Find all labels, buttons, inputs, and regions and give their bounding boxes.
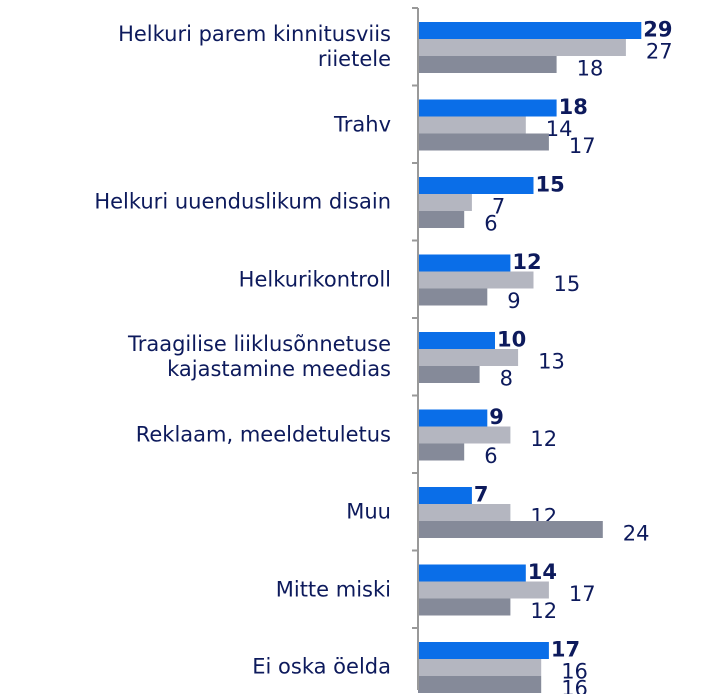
value-label: 16 (561, 677, 588, 694)
bar (418, 409, 488, 427)
category-label: Muu (346, 499, 391, 524)
bar (418, 564, 526, 582)
value-label: 12 (530, 427, 557, 451)
value-label: 9 (489, 405, 504, 429)
bar (418, 194, 472, 211)
value-label: 16 (561, 660, 588, 684)
bar (418, 116, 526, 134)
value-label: 10 (497, 328, 526, 352)
value-label: 18 (559, 95, 588, 119)
category-label: Helkurikontroll (238, 267, 391, 291)
bar (418, 133, 549, 151)
bar (418, 581, 549, 599)
value-label: 24 (623, 522, 650, 546)
bar (418, 598, 511, 616)
value-label: 27 (646, 40, 673, 64)
bar (418, 22, 642, 39)
value-label: 18 (577, 57, 604, 81)
bar (418, 177, 534, 194)
value-label: 12 (530, 599, 557, 623)
value-label: 7 (474, 483, 489, 507)
bar (418, 349, 519, 366)
category-label: Traagilise liiklusõnnetuse kajastamine m… (127, 332, 391, 381)
bar (418, 642, 549, 659)
bar (418, 332, 495, 349)
bar (418, 288, 488, 306)
bar (418, 271, 534, 289)
category-label: Helkuri parem kinnitusviis riietele (118, 22, 391, 71)
bar (418, 443, 465, 461)
value-label: 17 (569, 134, 596, 158)
value-label: 6 (484, 212, 497, 236)
value-label: 13 (538, 350, 565, 374)
bar (418, 254, 511, 272)
bar (418, 366, 480, 383)
bar (418, 487, 472, 504)
bar (418, 659, 542, 676)
bar (418, 56, 557, 73)
value-label: 14 (528, 560, 557, 584)
category-label: Reklaam, meeldetuletus (135, 422, 391, 446)
bar (418, 99, 557, 117)
value-label: 29 (643, 18, 672, 42)
value-label: 15 (536, 173, 565, 197)
bar (418, 39, 626, 56)
value-label: 8 (500, 367, 513, 391)
category-label: Mitte miski (275, 577, 391, 601)
bar (418, 504, 511, 521)
bar (418, 521, 603, 538)
value-label: 17 (551, 638, 580, 662)
category-label: Ei oska öelda (252, 654, 391, 679)
bar (418, 426, 511, 444)
category-label: Helkuri uuenduslikum disain (94, 189, 391, 214)
bar (418, 676, 542, 693)
bar (418, 211, 465, 228)
value-label: 17 (569, 582, 596, 606)
value-label: 7 (492, 195, 505, 219)
value-label: 12 (512, 250, 541, 274)
category-label: Trahv (334, 112, 391, 136)
value-label: 15 (554, 272, 581, 296)
value-label: 6 (484, 444, 497, 468)
value-label: 9 (507, 289, 520, 313)
value-label: 14 (546, 117, 573, 141)
